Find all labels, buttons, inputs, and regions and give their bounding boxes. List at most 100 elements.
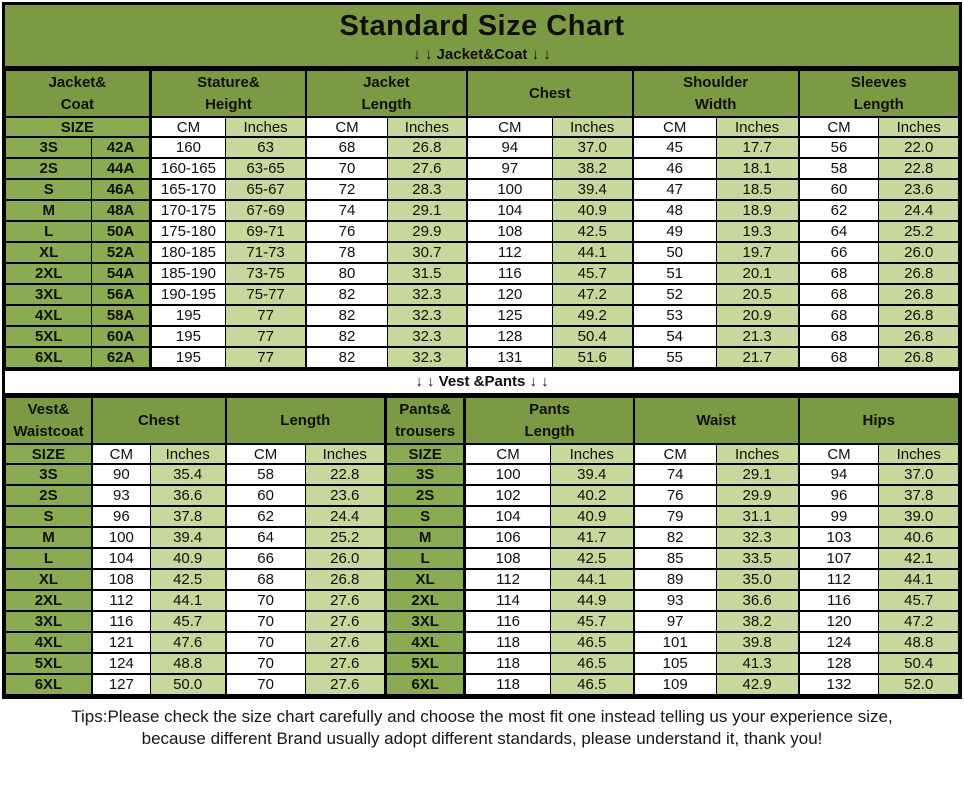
value-cell: 27.6 [304,610,386,633]
size-cell: 48A [91,199,151,222]
value-cell: 116 [797,589,880,612]
unit-header-cell: Inches [225,116,307,138]
value-cell: 116 [465,262,553,285]
value-cell: 94 [797,463,880,486]
value-cell: 58 [797,157,880,180]
value-cell: 41.7 [549,526,635,549]
size-row: 5XL 124 48.8 70 27.6 5XL 118 46.5 105 41.3 128 50.4 [4,652,959,675]
value-cell: 82 [305,283,388,306]
value-cell: 38.2 [551,157,634,180]
value-cell: 56 [797,136,880,159]
size-cell: 2S [4,484,93,507]
size-row: 2S 93 36.6 60 23.6 2S 102 40.2 76 29.9 96 37.8 [4,484,959,507]
value-cell: 32.3 [386,346,468,369]
value-cell: 69-71 [225,220,307,243]
value-cell: 62 [224,505,306,528]
value-cell: 26.8 [878,304,959,327]
value-cell: 100 [463,463,551,486]
value-cell: 50.0 [149,673,227,696]
jacket-coat-table: Jacket& Coat Stature& Height Jacket Length… [4,69,959,369]
value-cell: 46.5 [549,631,635,654]
value-cell: 50.4 [551,325,634,348]
value-cell: 112 [465,241,553,264]
value-cell: 48.8 [878,631,959,654]
value-cell: 44.1 [878,568,959,591]
value-cell: 76 [305,220,388,243]
unit-header-cell: CM [797,443,880,465]
size-cell: L [4,547,93,570]
value-cell: 72 [305,178,388,201]
value-cell: 118 [463,673,551,696]
value-cell: 23.6 [304,484,386,507]
value-cell: 27.6 [304,652,386,675]
value-cell: 39.0 [878,505,959,528]
value-cell: 45 [631,136,717,159]
size-row: M 100 39.4 64 25.2 M 106 41.7 82 32.3 103 40.6 [4,526,959,549]
tips-line-2: because different Brand usually adopt di… [141,729,823,748]
value-cell: 44.9 [549,589,635,612]
size-cell: 50A [91,220,151,243]
value-cell: 49.2 [551,304,634,327]
size-cell: M [4,526,93,549]
value-cell: 120 [797,610,880,633]
size-cell: 5XL [383,652,466,675]
value-cell: 70 [305,157,388,180]
size-row: XL 108 42.5 68 26.8 XL 112 44.1 89 35.0 112 44.1 [4,568,959,591]
value-cell: 108 [90,568,151,591]
unit-header-cell: CM [463,443,551,465]
value-cell: 28.3 [386,178,468,201]
size-cell: XL [383,568,466,591]
size-cell: 5XL [4,325,93,348]
value-cell: 101 [632,631,717,654]
size-row: 4XL 121 47.6 70 27.6 4XL 118 46.5 101 39.8 124 48.8 [4,631,959,654]
value-cell: 68 [305,136,388,159]
size-cell: 6XL [4,346,93,369]
value-cell: 20.1 [715,262,800,285]
value-cell: 32.3 [386,283,468,306]
value-cell: 100 [465,178,553,201]
value-cell: 26.8 [878,346,959,369]
value-cell: 42.5 [551,220,634,243]
size-row: 3S 90 35.4 58 22.8 3S 100 39.4 74 29.1 94 37.0 [4,463,959,486]
value-cell: 108 [465,220,553,243]
value-cell: 45.7 [878,589,959,612]
column-group-header: Pants& trousers [383,396,466,445]
unit-header-cell: Inches [878,443,959,465]
size-cell: 2S [4,157,93,180]
value-cell: 25.2 [878,220,959,243]
column-group-header: Pants Length [463,396,635,445]
unit-header-cell: Inches [304,443,386,465]
value-cell: 66 [224,547,306,570]
size-row: 6XL 62A 195 77 82 32.3 131 51.6 55 21.7 68 26.8 [4,346,959,369]
value-cell: 165-170 [148,178,227,201]
value-cell: 31.5 [386,262,468,285]
value-cell: 82 [305,346,388,369]
size-cell: M [4,199,93,222]
column-group-header: Jacket& Coat [5,69,151,118]
value-cell: 17.7 [715,136,800,159]
value-cell: 26.8 [386,136,468,159]
value-cell: 104 [465,199,553,222]
value-cell: 118 [463,652,551,675]
size-chart-sheet: Standard Size Chart ↓ ↓ Jacket&Coat ↓ ↓ … [2,2,962,748]
size-cell: 44A [91,157,151,180]
vest-section-banner: ↓ ↓ Vest &Pants ↓ ↓ [5,369,959,396]
unit-header-cell: CM [90,443,151,465]
value-cell: 36.6 [715,589,800,612]
value-cell: 104 [90,547,151,570]
value-cell: 116 [463,610,551,633]
value-cell: 68 [797,262,880,285]
value-cell: 26.0 [878,241,959,264]
value-cell: 114 [463,589,551,612]
value-cell: 121 [90,631,151,654]
value-cell: 195 [148,325,227,348]
size-row: 2XL 112 44.1 70 27.6 2XL 114 44.9 93 36.6 116 45.7 [4,589,959,612]
size-row: 5XL 60A 195 77 82 32.3 128 50.4 54 21.3 68 26.8 [4,325,959,348]
unit-header-row: SIZE CM Inches CM Inches SIZE CM Inches CM Inches… [4,443,959,465]
value-cell: 27.6 [304,631,386,654]
value-cell: 67-69 [225,199,307,222]
unit-header-cell: SIZE [4,443,93,465]
value-cell: 89 [632,568,717,591]
value-cell: 18.5 [715,178,800,201]
size-row: 3XL 116 45.7 70 27.6 3XL 116 45.7 97 38.2 120 47.2 [4,610,959,633]
